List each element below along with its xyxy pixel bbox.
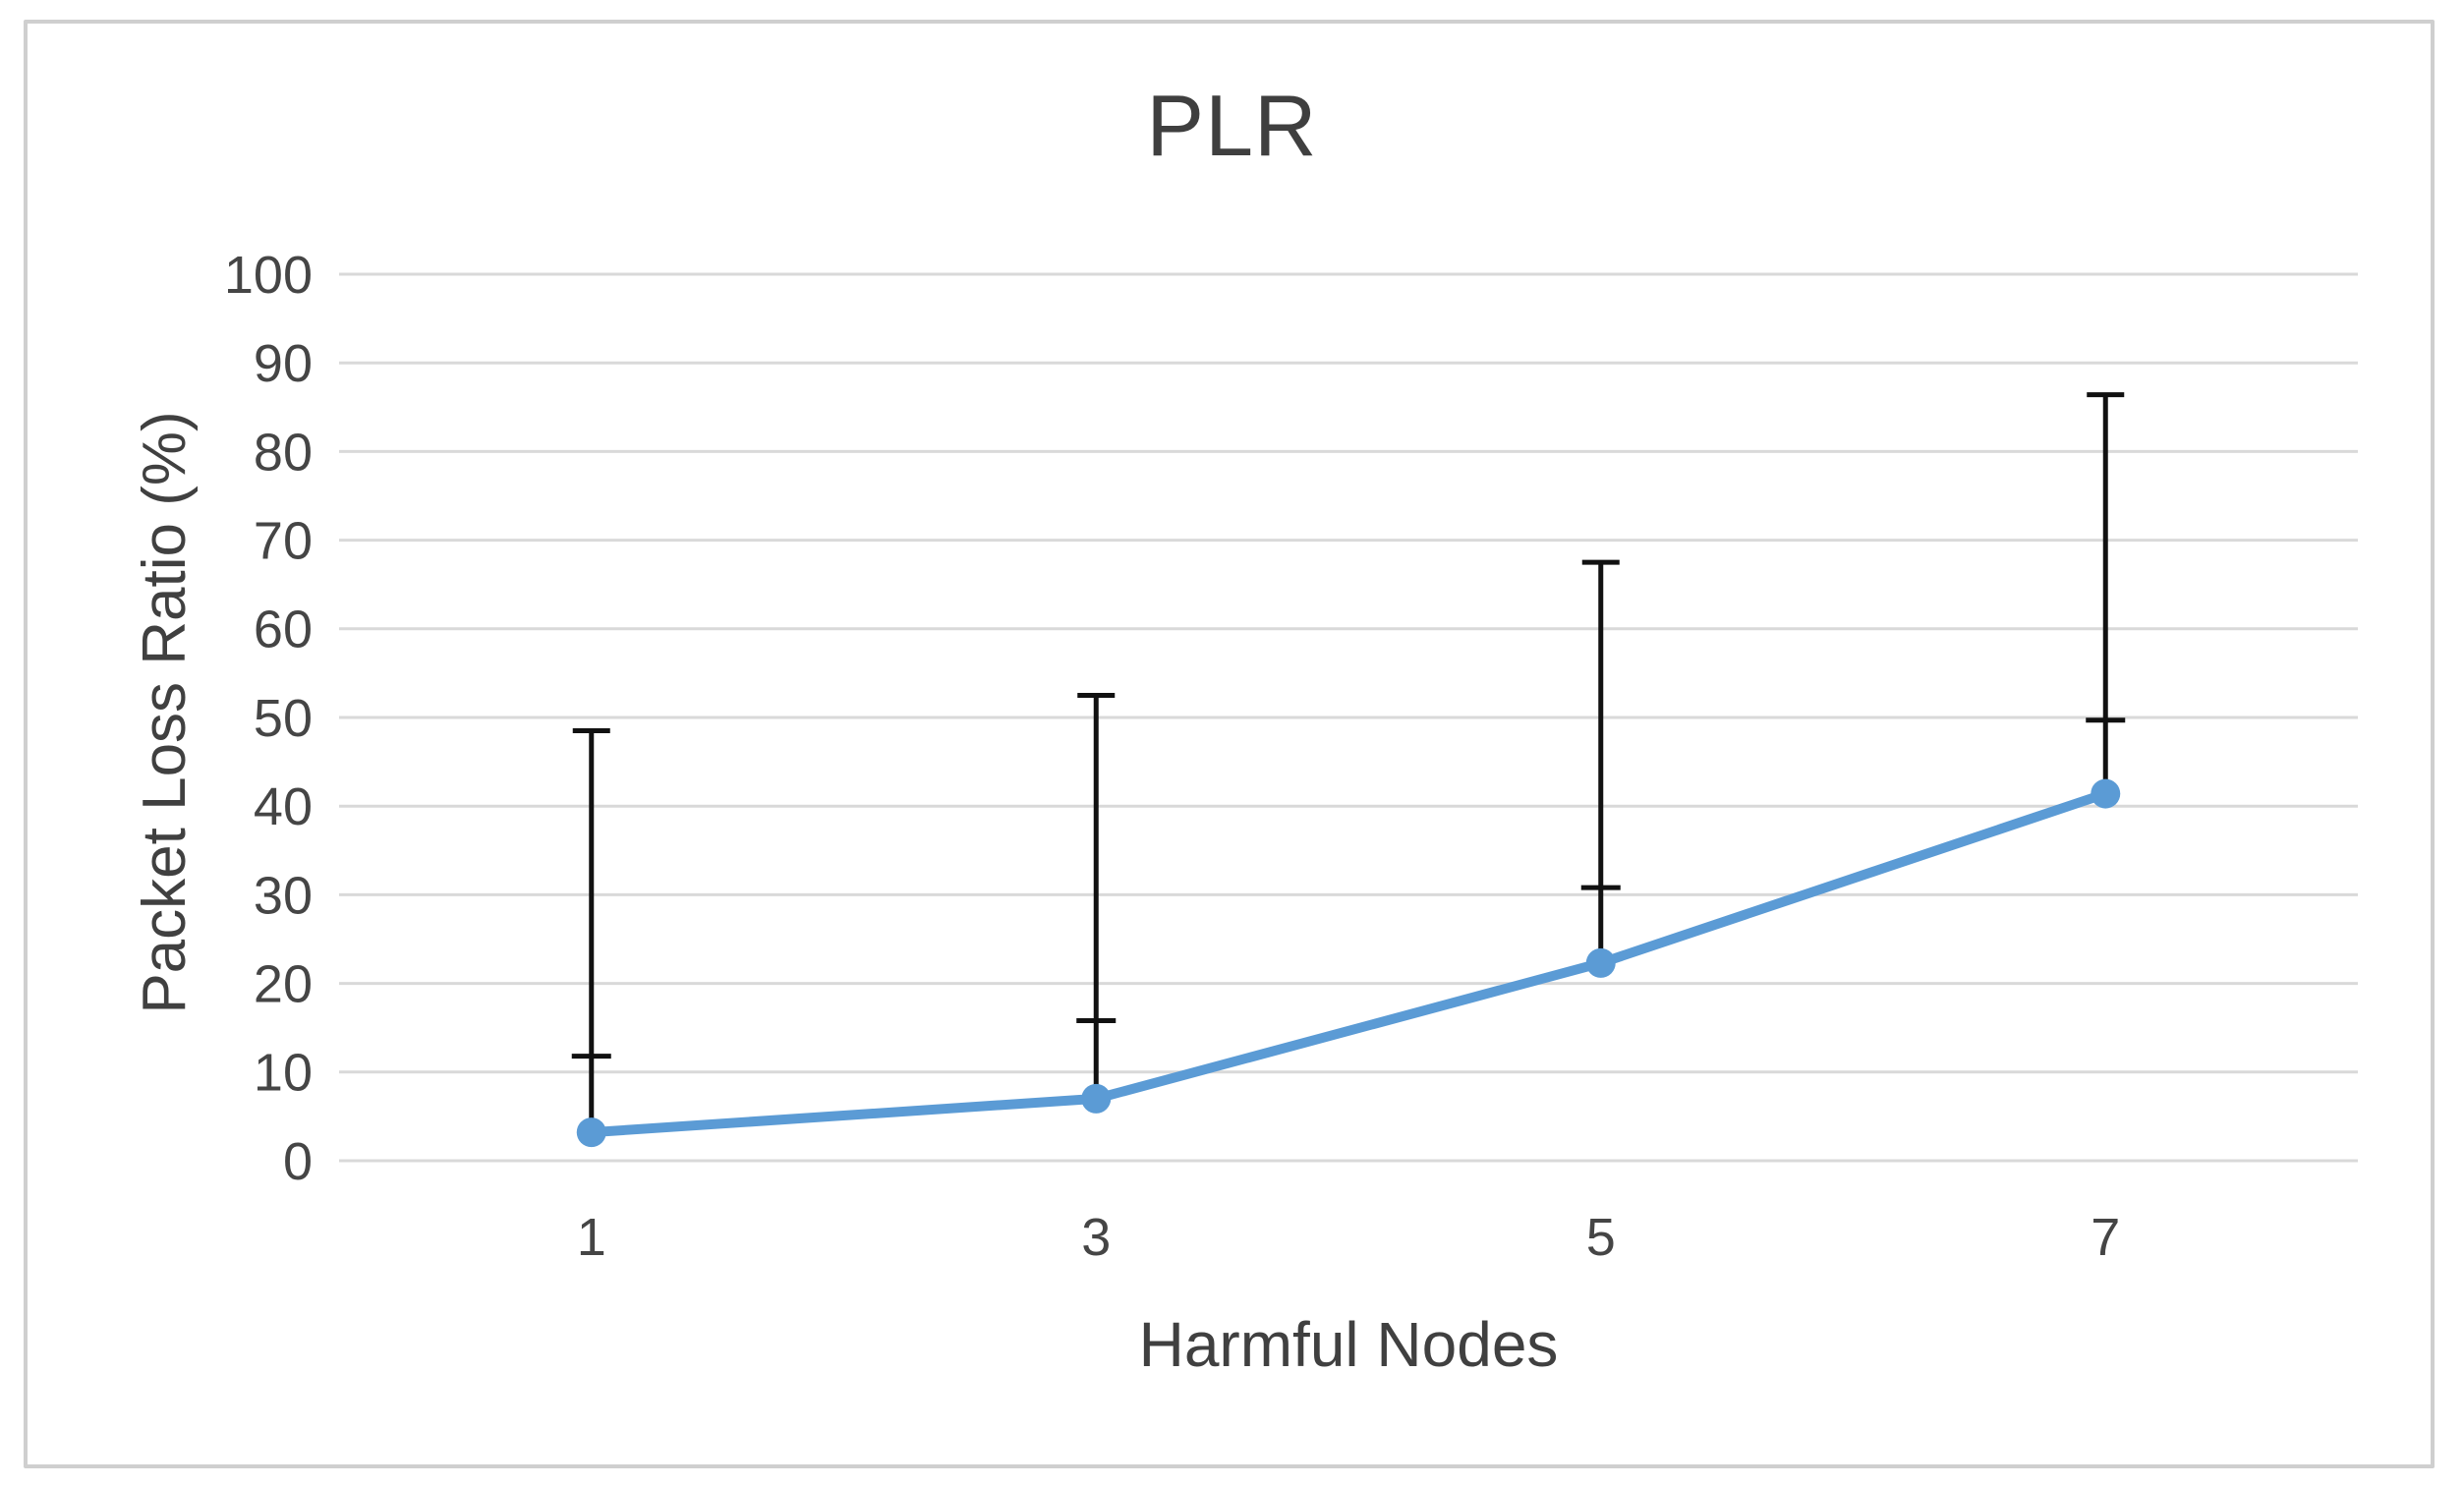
- chart-title: PLR: [1146, 77, 1318, 174]
- y-tick-label: 70: [254, 512, 313, 571]
- y-tick-label: 20: [254, 955, 313, 1014]
- y-tick-label: 30: [254, 866, 313, 925]
- data-point-marker: [1081, 1083, 1112, 1114]
- y-tick-label: 90: [254, 334, 313, 393]
- x-tick-label: 3: [1081, 1208, 1111, 1267]
- data-point-marker: [576, 1117, 606, 1148]
- y-axis-title-text: Packet Loss Ratio (%): [131, 411, 199, 1014]
- x-tick-label: 5: [1586, 1208, 1616, 1267]
- x-tick-label: 1: [577, 1208, 606, 1267]
- data-point-marker: [1585, 947, 1616, 978]
- y-tick-label: 50: [254, 689, 313, 748]
- y-tick-label: 100: [224, 246, 313, 305]
- x-tick-label: 7: [2091, 1208, 2120, 1267]
- chart-frame-border: [24, 20, 2435, 1468]
- y-tick-label: 40: [254, 777, 313, 836]
- y-tick-label: 80: [254, 423, 313, 482]
- x-axis-title: Harmful Nodes: [1138, 1309, 1559, 1380]
- data-point-marker: [2091, 778, 2121, 809]
- series-line: [586, 788, 2111, 1138]
- y-tick-label: 60: [254, 601, 313, 659]
- y-tick-label: 10: [254, 1044, 313, 1103]
- y-tick-label: 0: [283, 1132, 313, 1191]
